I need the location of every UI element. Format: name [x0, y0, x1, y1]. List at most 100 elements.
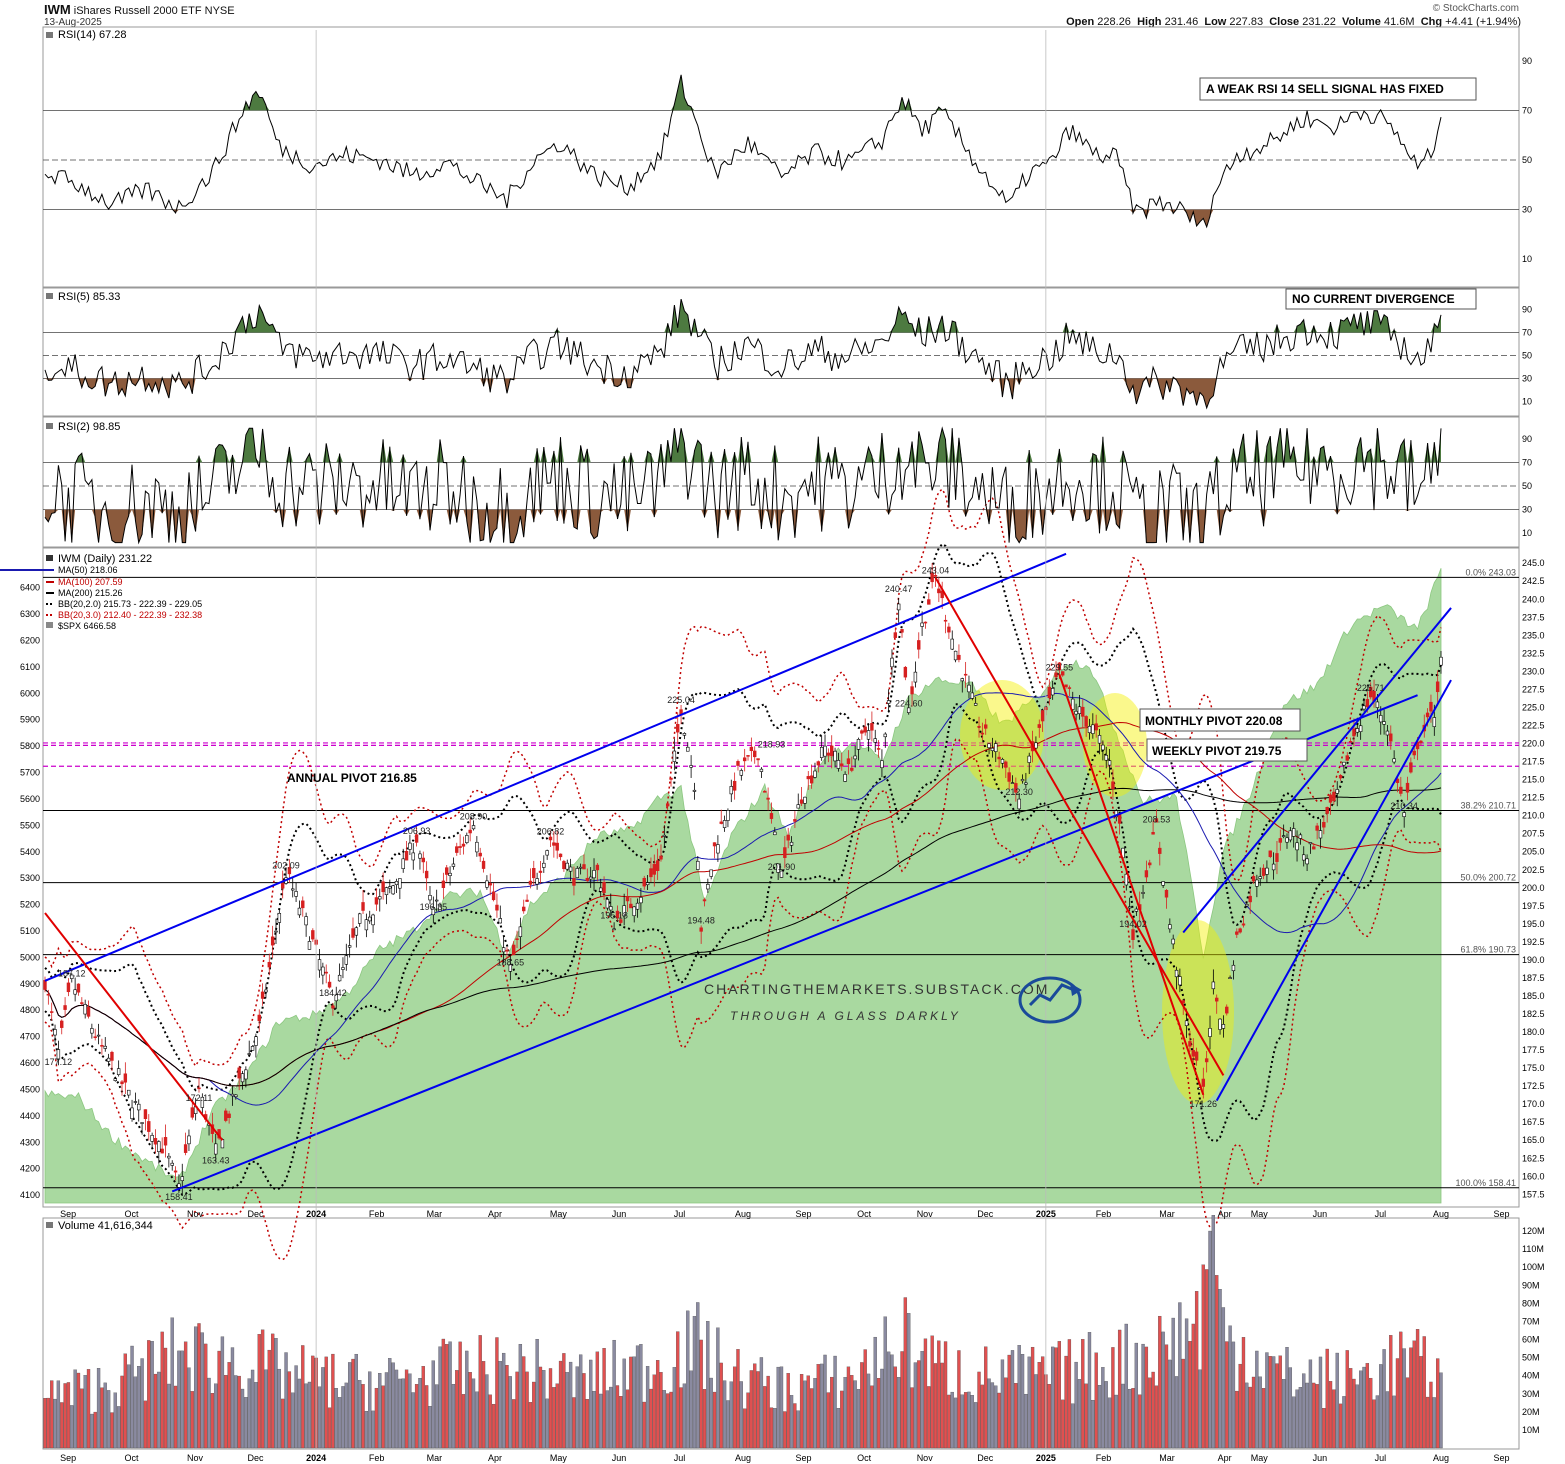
volume-bar: [1405, 1377, 1410, 1449]
volume-bar: [826, 1392, 831, 1449]
spx-axis-tick: 6300: [20, 609, 40, 619]
candle-body: [1004, 761, 1008, 768]
volume-bar: [652, 1374, 656, 1449]
candle-body: [197, 1087, 201, 1090]
candle-body: [1432, 717, 1437, 727]
volume-bar: [699, 1339, 703, 1449]
volume-bar: [1338, 1403, 1343, 1449]
volume-bar: [786, 1373, 790, 1449]
volume-bar: [1067, 1339, 1072, 1449]
candle-body: [947, 626, 951, 633]
rsi14-axis-tick: 30: [1522, 205, 1532, 215]
candle-body: [997, 756, 1001, 760]
candle-body: [291, 888, 295, 891]
candle-body: [1158, 847, 1162, 854]
candle-body: [1141, 892, 1145, 894]
legend-swatch-spx: [46, 622, 53, 628]
candle-body: [676, 724, 680, 733]
volume-bar: [662, 1390, 666, 1449]
candle-body: [759, 768, 764, 772]
candle-body: [1091, 724, 1095, 734]
candle-body: [1275, 853, 1279, 862]
candle-body: [846, 758, 851, 765]
candle-body: [471, 825, 476, 830]
volume-bar: [183, 1341, 188, 1449]
candle-body: [277, 913, 282, 923]
candle-body: [1358, 725, 1363, 732]
candle-body: [183, 1144, 188, 1153]
candle-body: [133, 1101, 138, 1103]
volume-bar: [1285, 1347, 1289, 1449]
candle-body: [200, 1096, 205, 1108]
volume-bar: [672, 1367, 677, 1449]
candle-body: [903, 666, 908, 678]
volume-bar: [1074, 1361, 1078, 1449]
volume-bar: [1148, 1377, 1152, 1449]
rsi2-axis-tick: 10: [1522, 528, 1532, 538]
candle-body: [860, 730, 864, 734]
candle-body: [1245, 904, 1249, 907]
volume-bar: [1415, 1329, 1420, 1449]
candle-body: [692, 789, 697, 792]
volume-bar: [756, 1371, 760, 1449]
volume-bar: [1419, 1356, 1423, 1449]
candle-body: [1241, 923, 1246, 926]
candle-body: [686, 746, 690, 752]
candle-body: [535, 878, 539, 885]
candle-body: [1077, 706, 1082, 714]
candle-body: [1218, 1018, 1222, 1030]
open-value: 228.26: [1097, 16, 1131, 28]
price-point-label: 208.90: [460, 812, 488, 822]
candle-body: [1047, 686, 1052, 699]
candle-body: [538, 870, 543, 873]
volume-bar: [173, 1385, 178, 1449]
legend-ma50: MA(50) 218.06: [58, 565, 118, 575]
volume-bar: [528, 1402, 533, 1449]
volume-bar: [1221, 1307, 1226, 1449]
price-axis-tick: 232.5: [1522, 648, 1545, 658]
volume-label: Volume 41,616,344: [58, 1220, 153, 1232]
candle-body: [485, 880, 489, 888]
candle-body: [749, 746, 754, 752]
x-axis-label: Mar: [1159, 1453, 1175, 1463]
price-point-label: 218.93: [758, 739, 786, 749]
volume-bar: [1271, 1356, 1276, 1449]
volume-bar: [1342, 1396, 1346, 1449]
candle-body: [1111, 781, 1115, 790]
price-axis-tick: 205.0: [1522, 847, 1545, 857]
spx-axis-tick: 5700: [20, 768, 40, 778]
blue-trendline: [1182, 607, 1452, 934]
volume-bar: [659, 1372, 663, 1449]
volume-bar: [947, 1394, 951, 1449]
spx-axis-tick: 4100: [20, 1190, 40, 1200]
volume-bar: [578, 1354, 583, 1449]
x-axis-label: 2024: [306, 1453, 326, 1463]
candle-body: [528, 880, 533, 885]
volume-bar: [1278, 1355, 1282, 1449]
x-axis-label: Aug: [1433, 1209, 1449, 1219]
volume-bar: [706, 1321, 710, 1449]
volume-bar: [1395, 1358, 1400, 1449]
candle-body: [709, 869, 713, 877]
candle-body: [702, 899, 707, 902]
volume-bar: [264, 1369, 268, 1449]
volume-bar: [1255, 1350, 1259, 1449]
volume-bar: [498, 1361, 502, 1449]
candle-body: [1228, 977, 1232, 979]
volume-bar: [475, 1391, 479, 1449]
candle-body: [153, 1138, 158, 1145]
volume-bar: [1111, 1347, 1115, 1449]
candle-body: [1117, 813, 1122, 824]
blue-trendline: [171, 694, 1418, 1193]
candle-body: [1248, 895, 1252, 903]
candle-body: [1171, 938, 1175, 945]
volume-bar: [1225, 1341, 1229, 1449]
volume-bar: [1332, 1389, 1336, 1449]
candle-body: [307, 941, 312, 950]
volume-bar: [384, 1372, 389, 1449]
volume-bar: [722, 1380, 727, 1449]
candle-body: [843, 774, 847, 782]
candle-body: [331, 1005, 335, 1009]
volume-bar: [1275, 1363, 1279, 1449]
price-axis-tick: 225.0: [1522, 702, 1545, 712]
